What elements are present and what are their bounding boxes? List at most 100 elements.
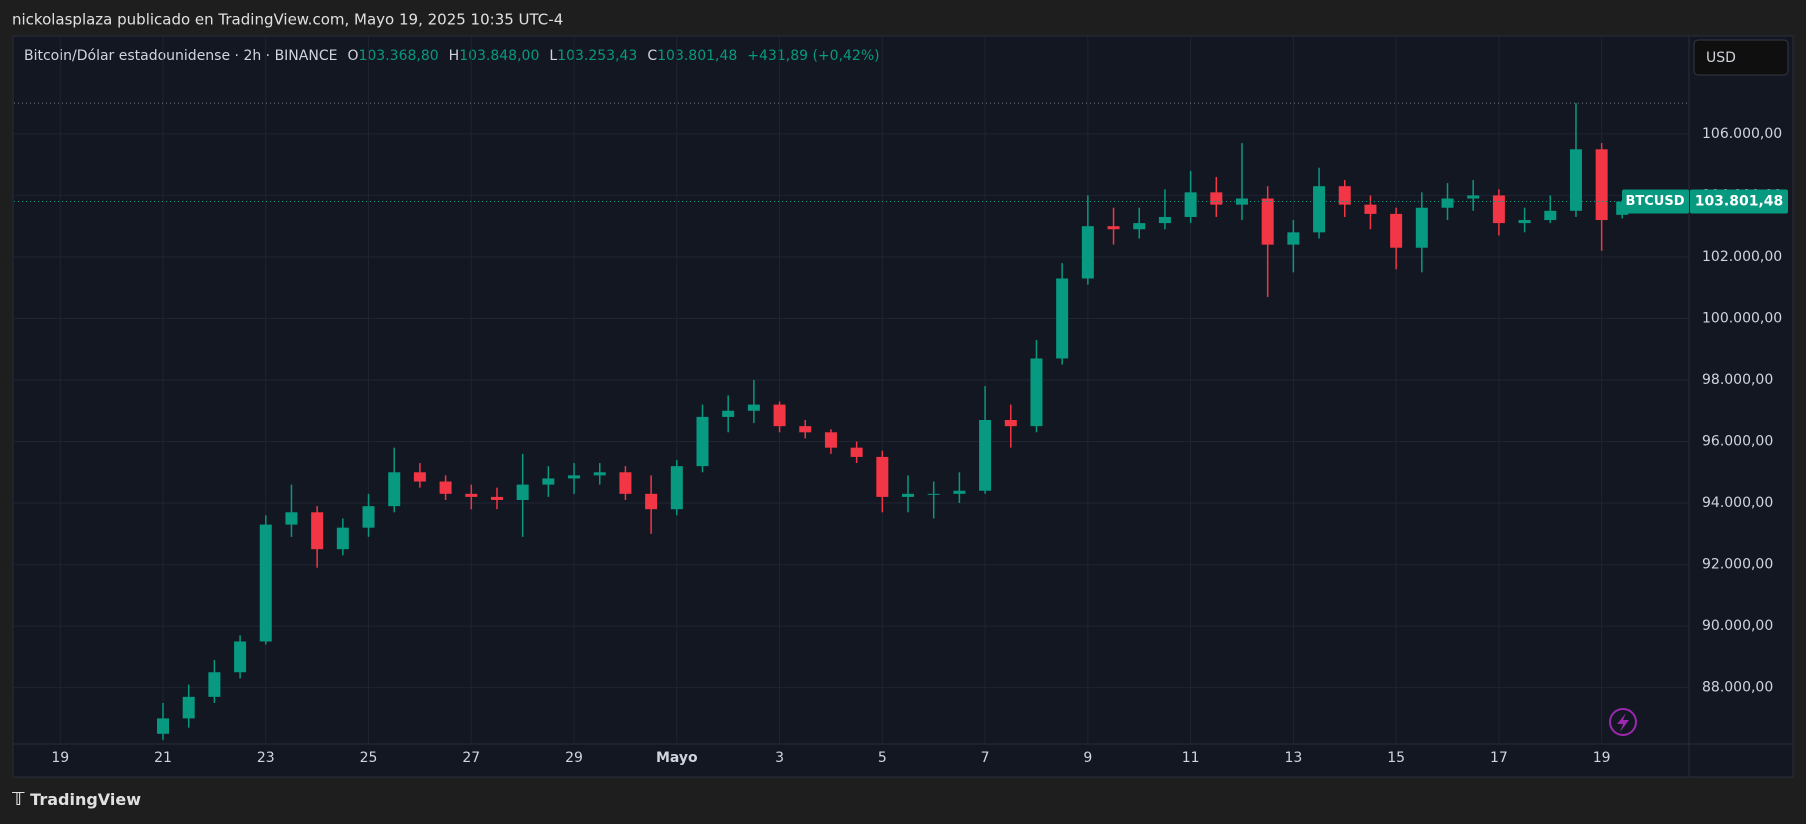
candle-body (979, 419, 992, 491)
x-tick-label: 5 (878, 750, 887, 766)
l-key: L (549, 48, 557, 64)
h-value: 103.848,00 (459, 48, 539, 64)
candle-body (285, 512, 298, 525)
candle-body (465, 493, 478, 497)
candle-body (1390, 213, 1403, 248)
x-tick-label: 21 (154, 750, 172, 766)
x-tick-label: 25 (360, 750, 378, 766)
y-tick-label: 88.000,00 (1702, 680, 1773, 696)
o-value: 103.368,80 (358, 48, 438, 64)
candle-body (1518, 220, 1531, 224)
candle-body (1492, 195, 1505, 224)
candle-body (1056, 278, 1069, 359)
candle-body (1415, 207, 1428, 248)
candle-body (388, 472, 401, 507)
candle-body (902, 493, 915, 497)
x-tick-label: 27 (462, 750, 480, 766)
footer-logo: 𝕋 TradingView (12, 789, 141, 810)
candle-body (799, 426, 812, 433)
l-value: 103.253,43 (557, 48, 637, 64)
candle-body (1030, 358, 1043, 427)
candle-body (1261, 198, 1274, 245)
x-tick-label: 17 (1490, 750, 1508, 766)
candle-body (439, 481, 452, 494)
candle-body (747, 404, 760, 411)
y-tick-label: 92.000,00 (1702, 557, 1773, 573)
candle-body (1338, 186, 1351, 205)
symbol: Bitcoin/Dólar estadounidense · 2h · BINA… (24, 48, 337, 64)
candle-body (362, 506, 375, 528)
candle-body (1081, 226, 1094, 279)
y-tick-label: 94.000,00 (1702, 495, 1773, 511)
candle-body (413, 472, 426, 482)
candle-body (876, 456, 889, 497)
x-tick-label: 19 (51, 750, 69, 766)
candle-body (722, 410, 735, 417)
currency-button[interactable] (1693, 39, 1789, 76)
c-value: 103.801,48 (657, 48, 737, 64)
footer-text: TradingView (30, 790, 141, 809)
candle-body (234, 641, 247, 673)
y-tick-label: 106.000,00 (1702, 126, 1782, 142)
candle-body (542, 478, 555, 485)
candle-body (1441, 198, 1454, 208)
x-tick-label: 29 (565, 750, 583, 766)
candle-body (1569, 149, 1582, 211)
c-key: C (647, 48, 657, 64)
header: nickolasplaza publicado en TradingView.c… (12, 11, 563, 29)
x-tick-label: 23 (257, 750, 275, 766)
candle-body (1184, 192, 1197, 217)
x-tick-label: 13 (1284, 750, 1302, 766)
candle-body (1210, 192, 1223, 205)
alert-bolt (1617, 713, 1629, 732)
candle-body (1287, 232, 1300, 245)
symbol-badge (1622, 189, 1689, 214)
candle-body (1313, 186, 1326, 233)
currency[interactable]: USD (1706, 50, 1736, 66)
candle-body (593, 472, 606, 476)
price-badge (1690, 189, 1788, 214)
candle-body (1467, 195, 1480, 199)
candle-body (157, 718, 170, 734)
candle-body (773, 404, 786, 427)
candle-body (619, 472, 632, 494)
candle-body (953, 490, 966, 494)
candle-body (1235, 198, 1248, 205)
x-tick-label: Mayo (656, 750, 698, 766)
y-tick-label: 98.000,00 (1702, 372, 1773, 388)
candle-body (1595, 149, 1608, 221)
candle-body (927, 493, 940, 495)
candle-body (1107, 226, 1120, 230)
symbol-label: BTCUSD (1625, 194, 1684, 209)
candle-body (516, 484, 529, 500)
candle-body (182, 696, 195, 719)
o-key: O (347, 48, 358, 64)
chart-panel (12, 35, 1794, 778)
candle-body (1364, 204, 1377, 214)
candle-body (311, 512, 324, 550)
y-tick-label: 100.000,00 (1702, 310, 1782, 326)
candle-body (336, 527, 349, 550)
candle-body (824, 432, 837, 448)
candle-body (1158, 216, 1171, 224)
candle-body (670, 466, 683, 510)
y-tick-label: 96.000,00 (1702, 434, 1773, 450)
x-tick-label: 9 (1083, 750, 1092, 766)
price-label: 103.801,48 (1695, 194, 1784, 210)
alert-icon[interactable] (1609, 708, 1637, 736)
candle-body (208, 672, 221, 697)
candle-body (568, 475, 581, 479)
x-tick-label: 7 (981, 750, 990, 766)
change: +431,89 (+0,42%) (747, 48, 879, 64)
x-tick-label: 3 (775, 750, 784, 766)
y-tick-label: 90.000,00 (1702, 618, 1773, 634)
candle-body (850, 447, 863, 457)
x-tick-label: 15 (1387, 750, 1405, 766)
candle-body (259, 524, 272, 642)
candle-body (1133, 223, 1146, 230)
x-tick-label: 19 (1593, 750, 1611, 766)
candle-body (1004, 419, 1017, 427)
candle-body (645, 493, 658, 510)
x-tick-label: 11 (1182, 750, 1200, 766)
